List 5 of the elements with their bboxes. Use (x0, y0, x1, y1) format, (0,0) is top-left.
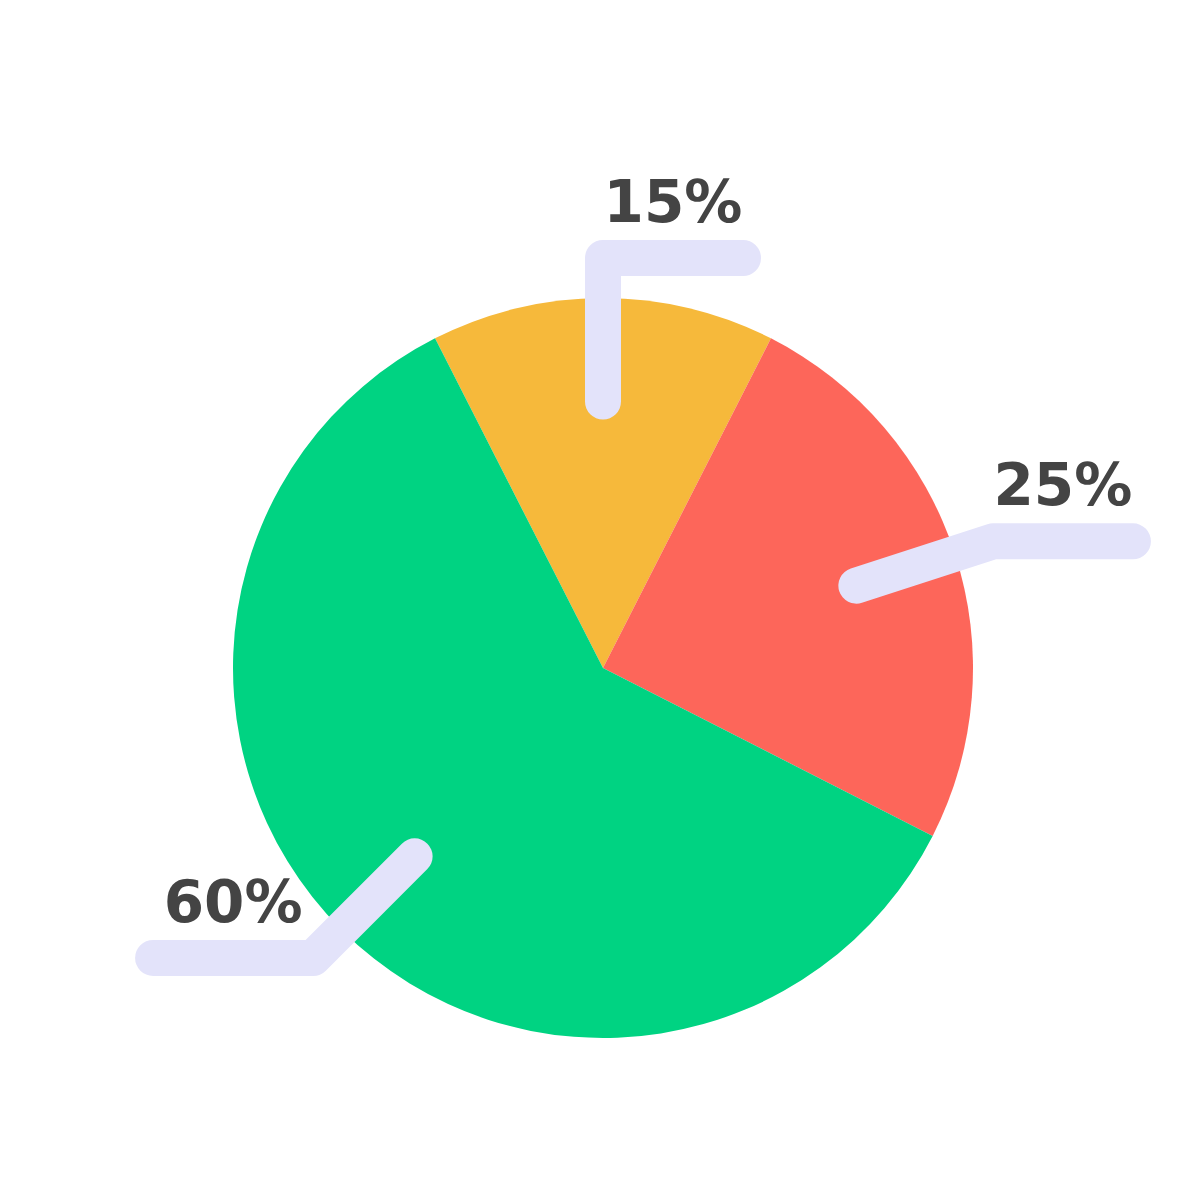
data-label: 15% (603, 168, 743, 236)
pie-slice (435, 298, 771, 668)
pie-slice (603, 338, 973, 836)
data-label: 25% (993, 451, 1133, 520)
data-label: 60% (163, 867, 303, 936)
